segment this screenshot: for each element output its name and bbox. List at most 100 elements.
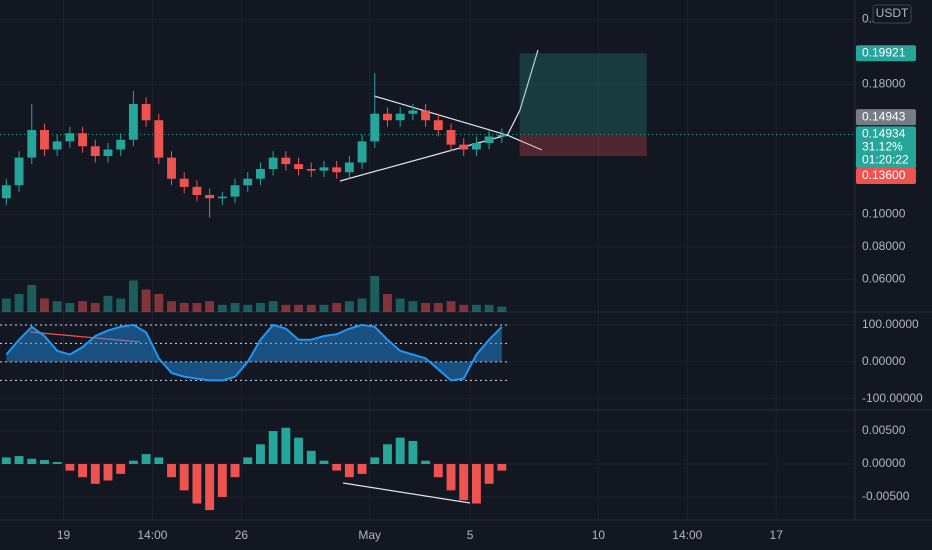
line [5, 323, 503, 382]
candle-body [243, 178, 253, 186]
histogram-bar [217, 464, 227, 497]
histogram-bar [433, 464, 443, 478]
volume-bar [357, 298, 367, 312]
histogram-bar [14, 456, 24, 465]
volume-bar [192, 303, 202, 312]
histogram-bar [484, 464, 494, 484]
entry-info: 01:20:22 [862, 152, 909, 166]
histogram-bar [306, 450, 316, 465]
volume-bar [281, 304, 291, 312]
currency-box[interactable] [872, 4, 912, 24]
volume-bar [294, 304, 303, 312]
volume-bar [497, 306, 507, 312]
volume-bar [243, 304, 253, 312]
stop-label: 0.13600 [862, 168, 906, 182]
candle-body [357, 141, 367, 163]
y-tick-label: -100.00000 [862, 391, 923, 405]
last-label: 0.14943 [862, 109, 906, 123]
histogram-bar [421, 460, 431, 465]
stop-label-box [856, 168, 916, 184]
volume-bar [179, 303, 189, 312]
volume-bar [421, 303, 431, 312]
candle-body [78, 133, 88, 147]
volume-bar [65, 303, 75, 312]
histogram-bar [243, 457, 253, 465]
y-tick-label: -0.00500 [862, 489, 910, 503]
histogram-bar [383, 444, 392, 465]
volume-bar [217, 304, 227, 312]
x-tick-label: 5 [467, 528, 474, 542]
volume-bar [103, 295, 113, 312]
target-label-box [856, 45, 916, 62]
entry-box [856, 126, 916, 169]
volume-bar [433, 303, 443, 312]
target-zone [519, 53, 647, 135]
histogram-bar [370, 457, 380, 465]
candle-body [230, 185, 240, 197]
histogram-bar [65, 464, 75, 471]
volume-bar [14, 294, 24, 312]
histogram-bar [459, 464, 469, 501]
candle-body [383, 113, 392, 121]
candle-body [433, 120, 443, 130]
volume-bar [408, 301, 418, 312]
target-label: 0.19921 [862, 45, 906, 59]
volume-bar [40, 298, 49, 312]
candle-body [294, 164, 303, 169]
histogram-bar [103, 464, 113, 481]
y-tick-label: 0.00000 [862, 456, 906, 470]
x-tick-label: 26 [235, 528, 249, 542]
candle-body [319, 167, 329, 171]
histogram-bar [281, 427, 291, 465]
histogram-bar [78, 464, 88, 478]
volume-bar [205, 301, 215, 312]
candle-body [370, 113, 380, 142]
entry-info: 31.12% [862, 139, 903, 153]
candle-body [421, 110, 431, 121]
histogram-bar [179, 464, 189, 491]
volume-bar [332, 303, 342, 312]
candle-body [141, 104, 151, 121]
candle-body [179, 178, 189, 187]
histogram-bar [446, 464, 456, 491]
y-tick-label: 0.00000 [862, 354, 906, 368]
candle-body [65, 133, 75, 142]
y-tick-label: 0.10000 [862, 207, 906, 221]
histogram-bar [332, 464, 342, 471]
histogram-bar [395, 437, 405, 465]
candle-body [90, 146, 100, 156]
candle-body [446, 130, 456, 145]
candle-body [27, 130, 37, 158]
x-tick-label: 14:00 [137, 528, 167, 542]
volume-bar [268, 301, 278, 312]
candle-body [1, 185, 11, 199]
currency: USDT [876, 6, 909, 20]
candle-body [332, 167, 342, 173]
volume-bar [484, 304, 494, 312]
y-tick-label: 100.00000 [862, 317, 919, 331]
x-tick-label: May [358, 528, 381, 542]
y-tick-label: 0.18000 [862, 77, 906, 91]
volume-bar [344, 301, 354, 312]
histogram-bar [205, 464, 215, 511]
candle-body [40, 130, 49, 150]
candle-body [205, 195, 215, 199]
volume-bar [370, 276, 380, 312]
histogram-bar [230, 464, 240, 478]
histogram-bar [27, 458, 37, 465]
candle-body [344, 162, 354, 173]
divergence-line [29, 331, 141, 343]
histogram-bar [1, 457, 11, 465]
histogram-bar [192, 464, 202, 504]
histogram-bar [40, 460, 49, 465]
x-tick-label: 17 [770, 528, 784, 542]
candle-body [471, 143, 481, 150]
candle-body [484, 136, 494, 143]
candle-body [268, 157, 278, 169]
histogram-bar [268, 431, 278, 465]
histogram-bar [141, 454, 151, 465]
candle-body [255, 169, 265, 179]
volume-bar [1, 298, 11, 312]
histogram-bar [255, 444, 265, 465]
triangle-apex [506, 134, 543, 151]
